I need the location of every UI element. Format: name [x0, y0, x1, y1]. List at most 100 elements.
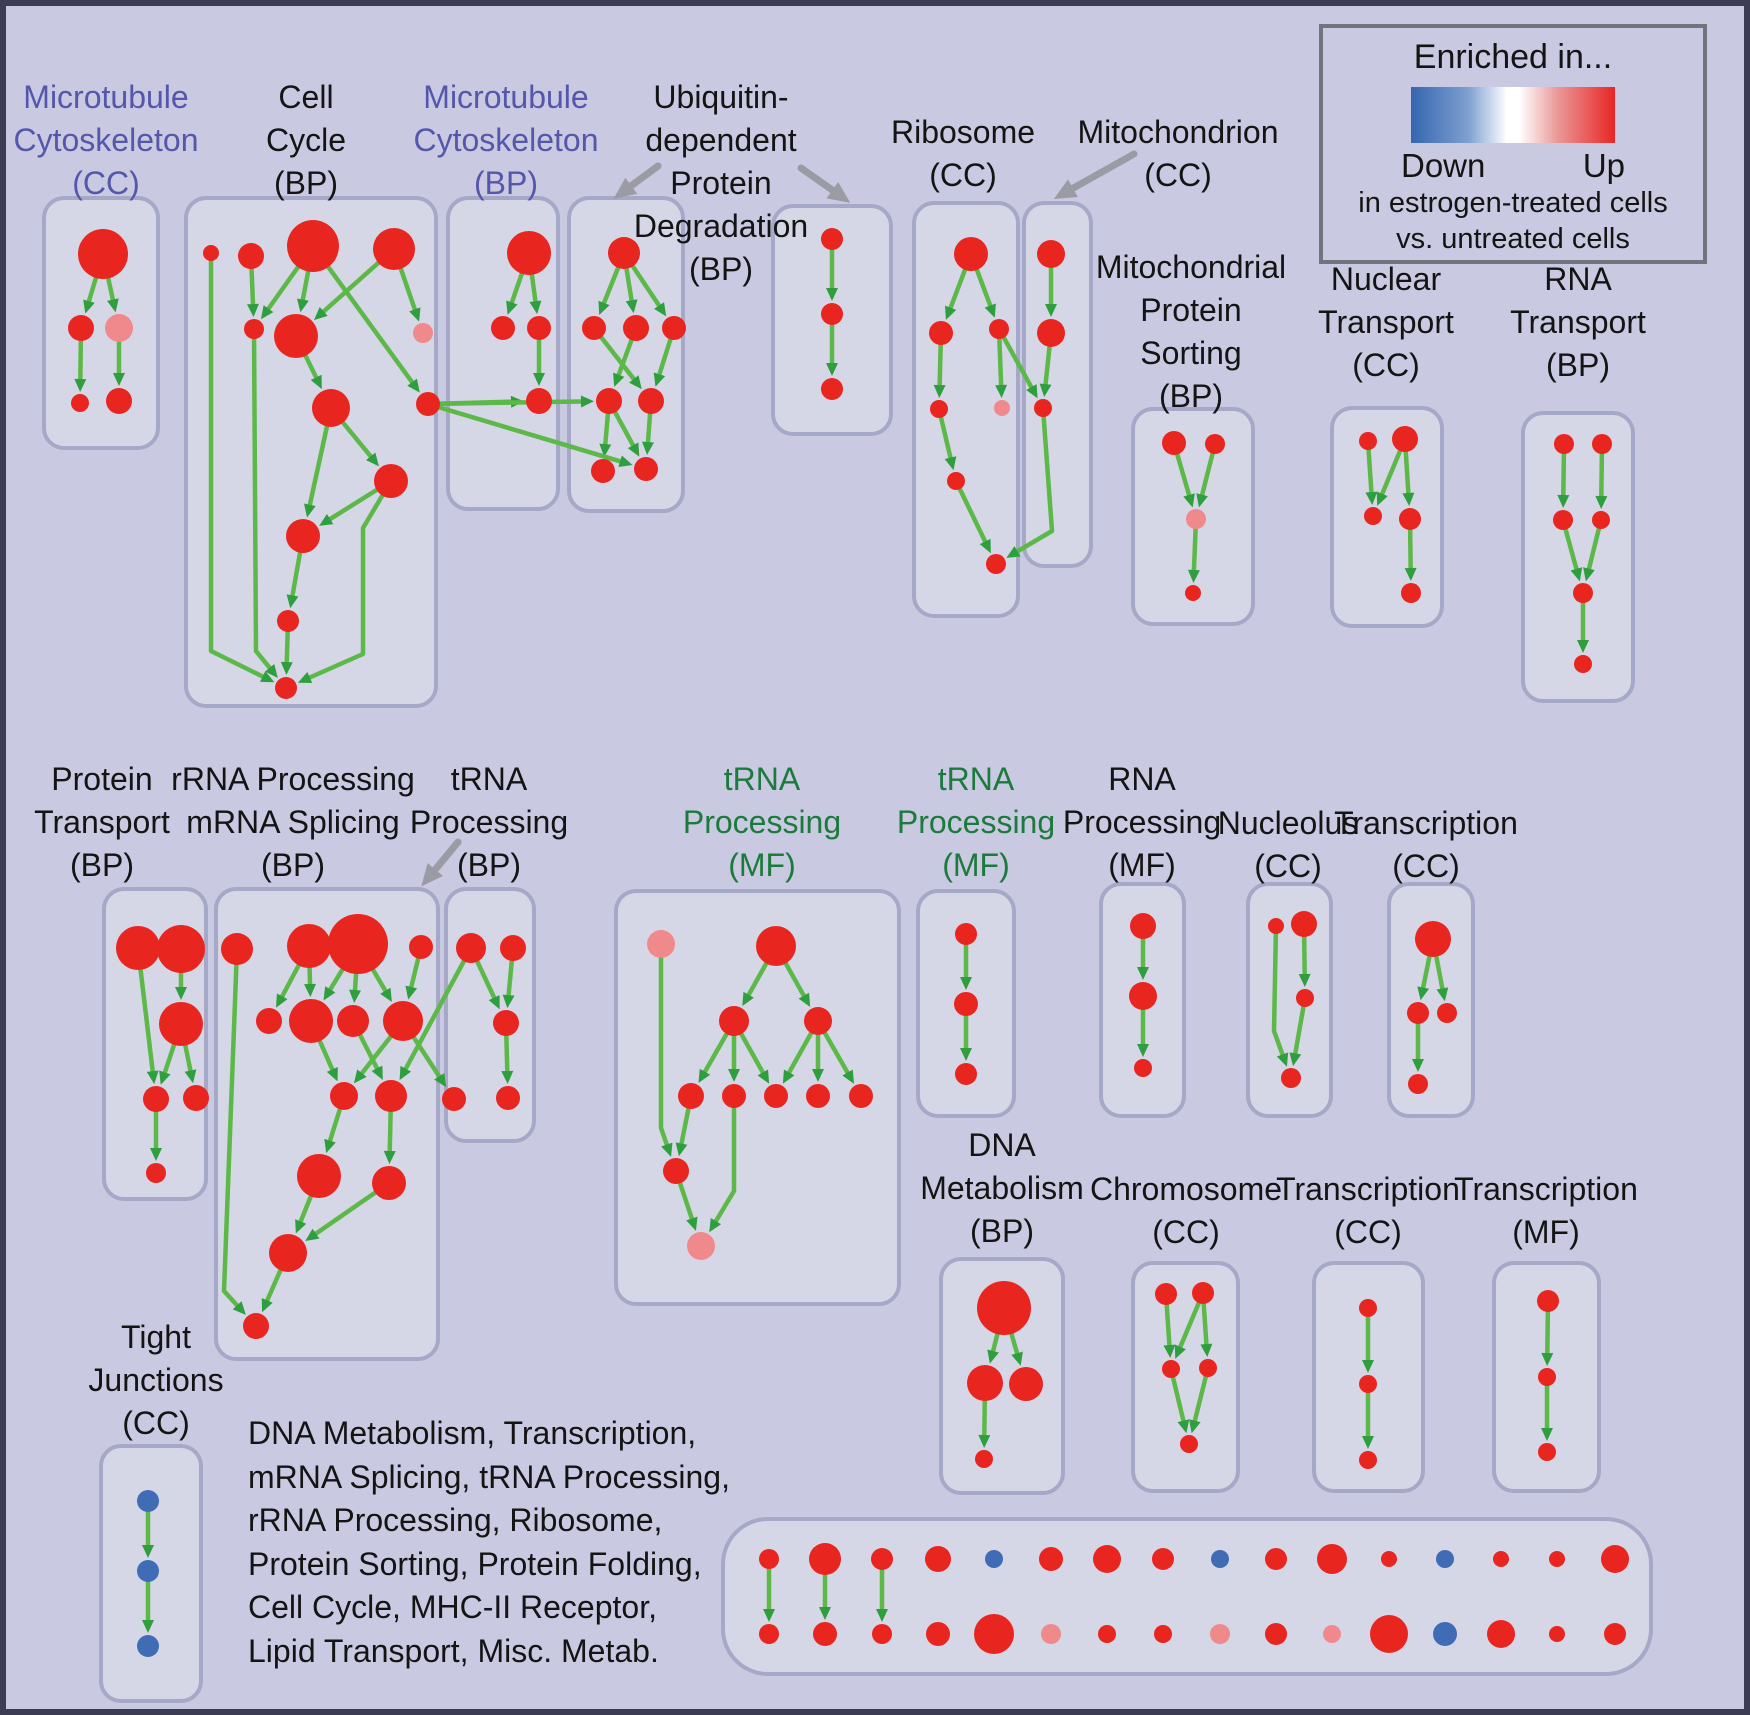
go-term-node — [238, 243, 264, 269]
edge-arrow-head — [613, 372, 625, 387]
cross-edge-arrow-head — [1006, 546, 1021, 558]
cluster-box-cell-cycle-bp — [184, 196, 438, 708]
go-term-node — [809, 1543, 841, 1575]
go-term-node — [413, 323, 433, 343]
go-term-node — [244, 319, 264, 339]
edge-arrow-head — [264, 664, 278, 678]
edge-arrow-head — [366, 452, 379, 467]
go-term-node — [1192, 1282, 1214, 1304]
edge-arrow-head — [1137, 967, 1149, 980]
edge-arrow-head — [371, 1065, 383, 1080]
edge-arrow-head — [627, 442, 640, 457]
go-term-node — [1296, 989, 1314, 1007]
edge-arrow-head — [742, 991, 754, 1007]
edge-arrow-head — [506, 300, 518, 315]
legend-subtitle-1: in estrogen-treated cells — [1358, 187, 1668, 219]
edge-arrow-head — [310, 374, 322, 390]
label-pointer-arrow — [797, 164, 836, 194]
edge-arrow-head — [146, 1070, 159, 1085]
cluster-box-rrna-processing-mrna-splicing-bp — [214, 887, 440, 1361]
edge-arrow-head — [261, 1297, 273, 1313]
edge-arrow-head — [533, 373, 545, 386]
go-term-node — [143, 1086, 169, 1112]
go-term-node — [1317, 1544, 1347, 1574]
edge-arrow-head — [675, 1142, 688, 1157]
go-term-node — [1129, 982, 1157, 1010]
label-nuclear-transport: Nuclear Transport (CC) — [1318, 261, 1454, 383]
go-term-node — [286, 519, 320, 553]
edge-arrow-head — [944, 305, 957, 320]
go-term-node — [985, 1550, 1003, 1568]
go-term-node — [1199, 1359, 1217, 1377]
go-term-node — [1162, 1360, 1180, 1378]
go-term-node — [409, 935, 433, 959]
go-term-node — [1180, 1435, 1198, 1453]
edge-arrow-head — [1177, 1419, 1190, 1434]
edge-arrow-head — [757, 1069, 770, 1084]
go-term-node — [1381, 1551, 1397, 1567]
go-term-node — [596, 388, 622, 414]
legend-up-label: Up — [1582, 147, 1625, 184]
go-term-node — [582, 316, 606, 340]
go-term-node — [287, 220, 339, 272]
edge-arrow-head — [1187, 569, 1200, 584]
edge-arrow-head — [709, 1218, 722, 1233]
edge-arrow-head — [653, 372, 666, 387]
edge-arrow-head — [984, 303, 996, 318]
go-term-node — [986, 554, 1006, 574]
go-term-node — [1155, 1283, 1177, 1305]
label-transcription-mf: Transcription (MF) — [1454, 1171, 1638, 1250]
cluster-box-nucleolus-cc — [1246, 882, 1333, 1118]
edge-arrow-head — [995, 384, 1008, 399]
edge-arrow — [658, 941, 670, 1147]
go-term-node — [678, 1083, 704, 1109]
legend-subtitle-2: vs. untreated cells — [1396, 223, 1630, 255]
edge-arrow-head — [295, 1219, 307, 1234]
go-term-node — [243, 1313, 269, 1339]
edge-arrow-head — [1541, 1428, 1553, 1441]
edge-arrow-head — [304, 983, 317, 998]
go-term-node — [1359, 432, 1377, 450]
go-term-node — [821, 228, 843, 250]
edge-arrow-head — [960, 977, 972, 990]
edge-arrow-head — [1365, 491, 1378, 506]
edge-arrow-head — [409, 307, 421, 322]
edge-arrow-head — [598, 300, 610, 316]
go-term-node — [116, 926, 160, 970]
cross-edge-arrow — [996, 326, 1034, 390]
go-term-node — [947, 472, 965, 490]
edge-arrow-head — [175, 987, 187, 1000]
go-term-node — [1493, 1551, 1509, 1567]
go-term-node — [1098, 1625, 1116, 1643]
go-term-node — [1265, 1623, 1287, 1645]
edge-arrow-head — [380, 987, 392, 1003]
go-term-node — [871, 1548, 893, 1570]
edge-arrow — [713, 1093, 737, 1224]
cross-edge-arrow — [425, 399, 584, 407]
edge-arrow-head — [944, 456, 957, 471]
go-term-node — [719, 1006, 749, 1036]
cross-edge-arrow — [1015, 405, 1055, 554]
go-term-node — [1554, 434, 1574, 454]
label-rrna-mrna: rRNA Processing mRNA Splicing (BP) — [171, 761, 415, 883]
go-term-node — [638, 388, 664, 414]
edge-arrow-head — [1404, 567, 1417, 582]
go-term-node — [1152, 1548, 1174, 1570]
label-pointer-arrow-head — [826, 181, 851, 203]
edge-arrow-head — [1412, 1059, 1424, 1072]
label-pointer-arrow-head — [613, 177, 638, 199]
network-diagram-layer — [42, 150, 1653, 1703]
edge-arrow-head — [698, 1068, 711, 1083]
go-term-node — [1592, 434, 1612, 454]
go-term-node — [1034, 399, 1052, 417]
cluster-box-microtubule-cytoskeleton-cc — [42, 196, 160, 450]
edge-arrow-head — [405, 985, 418, 1000]
go-term-node — [373, 228, 415, 270]
legend-title: Enriched in... — [1413, 38, 1613, 76]
edge-arrow-head — [232, 1301, 246, 1315]
edge-arrow-head — [1039, 383, 1052, 398]
go-term-node — [328, 914, 388, 974]
label-mitochondrion: Mitochondrion (CC) — [1077, 114, 1279, 193]
edge-arrow-head — [933, 384, 946, 399]
